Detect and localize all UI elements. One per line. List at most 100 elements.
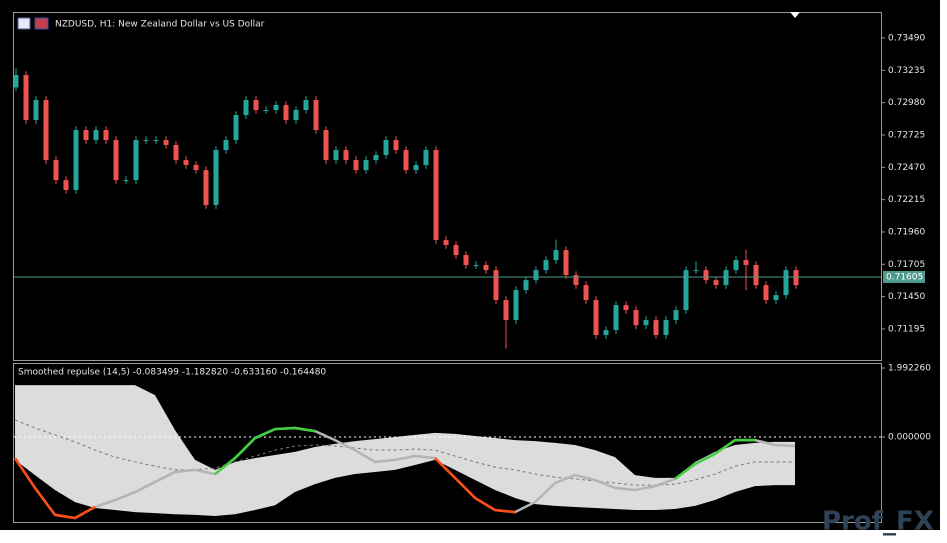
y-tick-label: 0.71450 — [888, 292, 925, 302]
candle-body — [423, 150, 429, 166]
candle-body — [643, 320, 649, 326]
candle-body — [773, 295, 779, 301]
candle-body — [453, 245, 459, 256]
candle-body — [283, 105, 289, 121]
candle-body — [403, 150, 409, 171]
candle-body — [603, 330, 609, 336]
y-tick-label: 0.71705 — [888, 260, 925, 270]
chart-title: NZDUSD, H1: New Zealand Dollar vs US Dol… — [55, 20, 265, 30]
y-tick-label: 0.71960 — [888, 227, 925, 237]
candle-body — [393, 140, 399, 151]
candle-body — [723, 270, 729, 286]
current-price-box — [883, 270, 925, 283]
candle-body — [23, 75, 29, 121]
candle-body — [553, 250, 559, 261]
candle-body — [683, 270, 689, 311]
candle-body — [533, 270, 539, 281]
candle-body — [793, 270, 799, 286]
candle-body — [543, 260, 549, 271]
candle-body — [323, 130, 329, 161]
indicator-line — [13, 457, 516, 520]
watermark: Prof_FX — [822, 507, 934, 537]
candle-body — [43, 99, 49, 161]
price-panel — [13, 12, 882, 361]
icon — [17, 17, 31, 30]
candle-body — [93, 130, 99, 141]
candle-body — [343, 150, 349, 161]
candle-body — [83, 130, 89, 141]
candle-body — [613, 305, 619, 331]
candle-body — [183, 160, 189, 166]
candle-body — [463, 255, 469, 266]
y-tick-label: 0.000000 — [888, 433, 931, 443]
candle-body — [433, 150, 439, 241]
candle-body — [203, 170, 209, 206]
candle-body — [513, 290, 519, 321]
candle-body — [33, 99, 39, 121]
icon — [34, 17, 49, 30]
candle-body — [733, 260, 739, 271]
y-tick-label: 0.72215 — [888, 195, 925, 205]
candle-body — [353, 160, 359, 171]
candle-body — [123, 180, 129, 182]
candle-body — [653, 320, 659, 336]
candle-body — [373, 155, 379, 161]
candle-body — [563, 250, 569, 276]
candle-body — [673, 310, 679, 321]
candle-body — [143, 140, 149, 142]
candle-body — [503, 300, 509, 321]
candle-body — [253, 99, 259, 110]
y-tick-label: 1.992260 — [888, 364, 931, 374]
candle-body — [243, 99, 249, 116]
candle-body — [193, 165, 199, 171]
candle-body — [443, 240, 449, 246]
candle-body — [53, 160, 59, 181]
candle-body — [173, 144, 179, 161]
y-tick-label: 0.73490 — [888, 33, 925, 43]
candle-body — [63, 180, 69, 190]
candle-body — [153, 140, 159, 142]
candle-body — [413, 165, 419, 171]
candle-body — [383, 140, 389, 156]
candle-body — [593, 300, 599, 336]
candle-body — [213, 150, 219, 206]
y-tick-label: 0.72725 — [888, 130, 925, 140]
candle-body — [743, 260, 749, 266]
candle-body — [473, 265, 479, 267]
candle-body — [703, 270, 709, 281]
candle-body — [223, 140, 229, 151]
candle-body — [303, 99, 309, 110]
candle-body — [523, 280, 529, 291]
candle-body — [73, 130, 79, 190]
y-tick-label: 0.72470 — [888, 163, 925, 173]
indicator-title: Smoothed repulse (14,5) -0.083499 -1.182… — [18, 368, 326, 378]
candle-body — [163, 140, 169, 145]
candle-body — [333, 150, 339, 161]
indicator-line — [214, 426, 755, 480]
y-tick-label: 0.73235 — [888, 66, 925, 76]
y-tick-label: 0.72980 — [888, 98, 925, 108]
candle-body — [633, 310, 639, 326]
candle-body — [693, 270, 699, 272]
candle-body — [133, 140, 139, 181]
indicator-line — [13, 426, 796, 520]
candle-body — [783, 270, 789, 296]
candle-body — [113, 140, 119, 181]
candle-body — [493, 270, 499, 301]
candle-body — [623, 305, 629, 311]
candle-body — [233, 115, 239, 141]
candle-body — [313, 99, 319, 131]
candle-body — [273, 105, 279, 110]
candle-body — [13, 75, 19, 88]
candle-body — [363, 160, 369, 171]
candle-body — [483, 265, 489, 271]
candle-body — [293, 109, 299, 121]
candle-body — [263, 109, 269, 111]
candle-body — [663, 320, 669, 336]
candle-body — [573, 275, 579, 286]
candle-body — [583, 285, 589, 301]
candle-body — [103, 130, 109, 141]
candle-body — [763, 285, 769, 301]
y-tick-label: 0.71195 — [888, 324, 925, 334]
